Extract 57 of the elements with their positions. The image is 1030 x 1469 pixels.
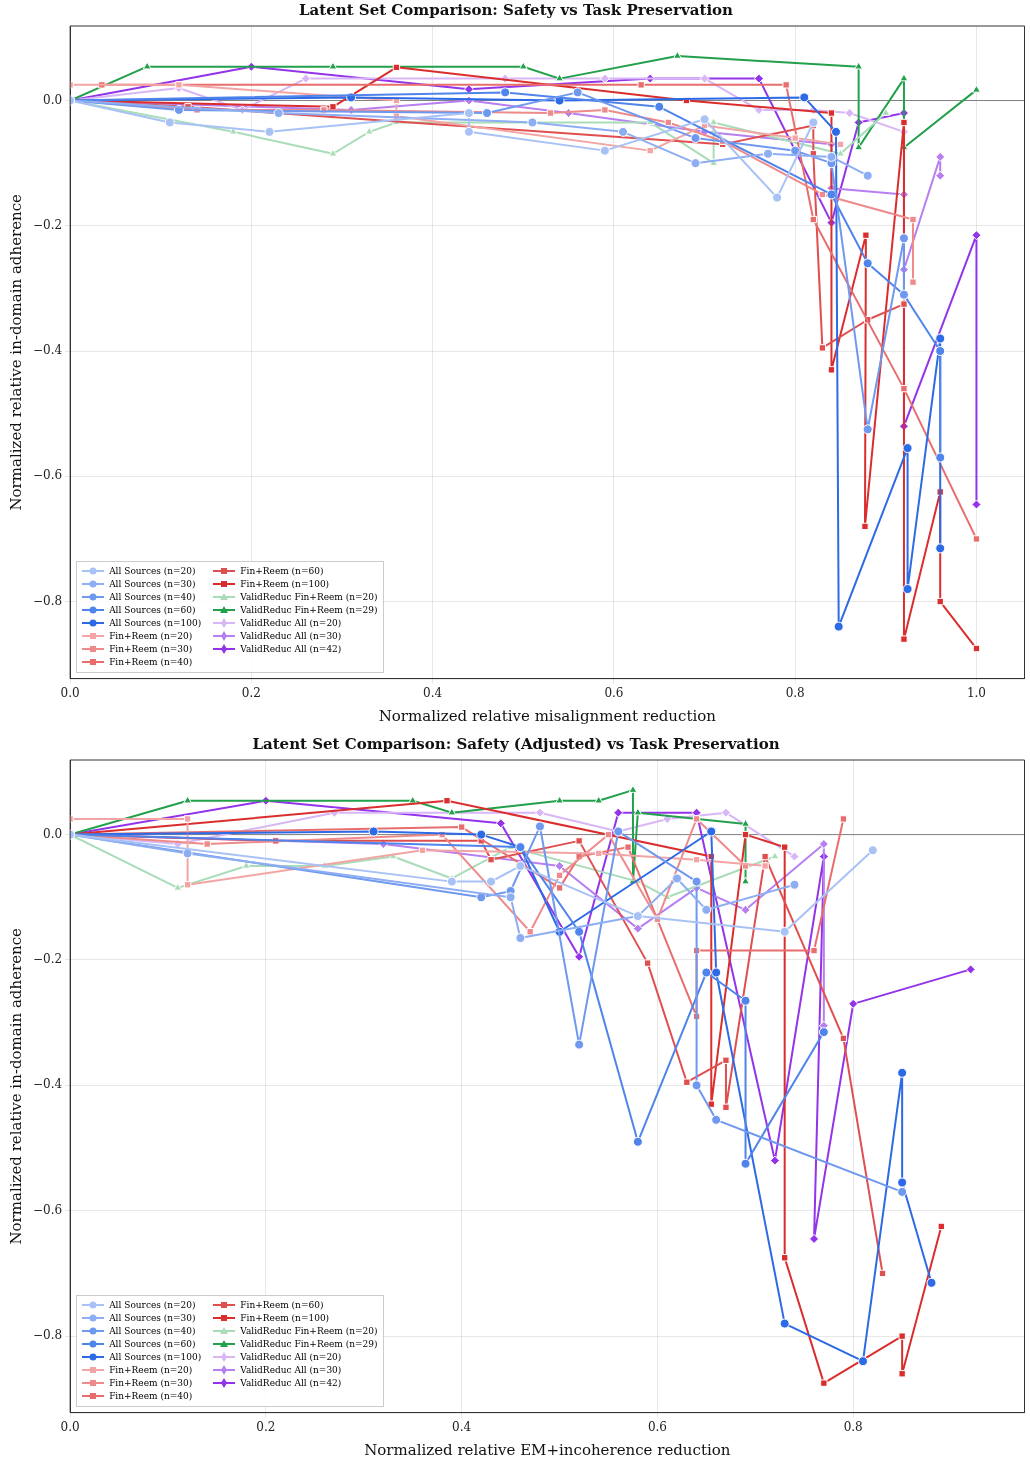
- x-tick-label: 0.2: [241, 685, 261, 700]
- legend-label: ValidReduc All (n=20): [240, 1352, 342, 1363]
- x-tick-label: 0.8: [843, 1419, 863, 1434]
- legend-label: ValidReduc Fin+Reem (n=29): [240, 605, 378, 616]
- legend-label: ValidReduc Fin+Reem (n=29): [240, 1339, 378, 1350]
- y-axis-title: Normalized relative in-domain adherence: [6, 927, 25, 1245]
- legend-label: Fin+Reem (n=100): [240, 1313, 330, 1324]
- legend-label: ValidReduc Fin+Reem (n=20): [240, 1326, 378, 1337]
- legend-label: Fin+Reem (n=60): [240, 566, 324, 577]
- x-tick-label: 0.6: [604, 685, 624, 700]
- x-tick-label: 1.0: [966, 685, 987, 700]
- y-tick-label: −0.4: [33, 343, 63, 358]
- legend-label: Fin+Reem (n=30): [109, 644, 193, 655]
- legend-label: ValidReduc All (n=30): [240, 1365, 342, 1376]
- x-tick-label: 0.0: [60, 685, 80, 700]
- y-tick-label: −0.6: [33, 468, 63, 483]
- legend-label: All Sources (n=40): [109, 1326, 196, 1337]
- y-tick-label: −0.2: [33, 217, 63, 232]
- x-tick-label: 0.2: [256, 1419, 276, 1434]
- legend-label: All Sources (n=100): [109, 618, 202, 629]
- legend-label: All Sources (n=40): [109, 592, 196, 603]
- legend-label: Fin+Reem (n=20): [109, 631, 193, 642]
- x-tick-label: 0.0: [60, 1419, 80, 1434]
- legend-label: All Sources (n=20): [109, 1300, 196, 1311]
- chart-title: Latent Set Comparison: Safety vs Task Preservation: [299, 0, 734, 19]
- y-tick-label: 0.0: [43, 826, 63, 841]
- legend-label: All Sources (n=100): [109, 1352, 202, 1363]
- y-tick-label: −0.8: [33, 593, 63, 608]
- y-tick-label: −0.2: [33, 952, 63, 967]
- x-tick-label: 0.4: [452, 1419, 472, 1434]
- x-tick-label: 0.6: [647, 1419, 667, 1434]
- legend-label: ValidReduc All (n=42): [240, 1378, 342, 1389]
- x-axis-title: Normalized relative misalignment reduction: [378, 706, 717, 725]
- chart-title: Latent Set Comparison: Safety (Adjusted) vs Task Preservation: [252, 734, 780, 753]
- y-tick-label: 0.0: [43, 92, 63, 107]
- legend-label: ValidReduc Fin+Reem (n=20): [240, 592, 378, 603]
- y-tick-label: −0.8: [33, 1328, 63, 1343]
- legend-label: All Sources (n=60): [109, 605, 196, 616]
- legend-label: Fin+Reem (n=60): [240, 1300, 324, 1311]
- x-tick-label: 0.8: [785, 685, 805, 700]
- legend-label: ValidReduc All (n=30): [240, 631, 342, 642]
- y-tick-label: −0.4: [33, 1077, 63, 1092]
- x-tick-label: 0.4: [423, 685, 443, 700]
- y-axis-title: Normalized relative in-domain adherence: [6, 193, 25, 511]
- x-axis-title: Normalized relative EM+incoherence reduction: [364, 1440, 731, 1459]
- legend-label: ValidReduc All (n=42): [240, 644, 342, 655]
- legend-label: Fin+Reem (n=100): [240, 579, 330, 590]
- legend-label: ValidReduc All (n=20): [240, 618, 342, 629]
- legend-label: All Sources (n=30): [109, 579, 196, 590]
- legend-label: Fin+Reem (n=30): [109, 1378, 193, 1389]
- legend-label: All Sources (n=60): [109, 1339, 196, 1350]
- y-tick-label: −0.6: [33, 1202, 63, 1217]
- legend-label: Fin+Reem (n=40): [109, 1391, 193, 1402]
- legend-label: Fin+Reem (n=20): [109, 1365, 193, 1376]
- legend-label: All Sources (n=20): [109, 566, 196, 577]
- legend-label: All Sources (n=30): [109, 1313, 196, 1324]
- legend-label: Fin+Reem (n=40): [109, 657, 193, 668]
